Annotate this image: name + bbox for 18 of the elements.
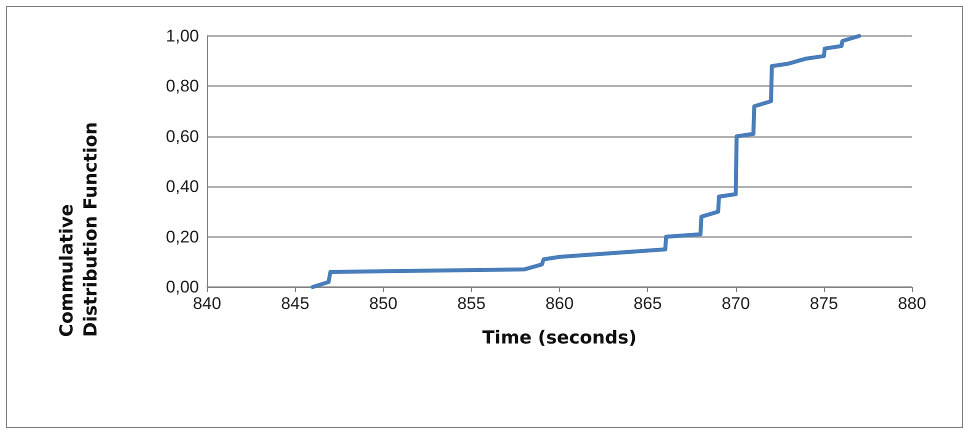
x-tick-label: 855	[457, 294, 486, 313]
y-tick-label: 1,00	[166, 26, 199, 46]
y-axis-title: Commulative Distribution Function	[56, 122, 102, 337]
y-tick-label: 0,80	[166, 76, 199, 96]
y-tick-label: 0,20	[166, 227, 199, 246]
y-tick-label: 0,00	[166, 278, 199, 296]
x-tick-label: 845	[280, 294, 310, 313]
x-tick-label: 865	[633, 294, 662, 313]
y-tick-label: 0,40	[166, 177, 199, 196]
x-tick-label: 875	[810, 294, 838, 313]
x-tick-label: 880	[898, 294, 926, 313]
x-tick-label: 840	[192, 294, 222, 313]
x-axis-title: Time (seconds)	[482, 328, 637, 348]
x-tick-label: 860	[545, 294, 574, 313]
x-tick-label: 870	[722, 294, 750, 313]
line-series	[310, 34, 862, 289]
y-tick-label: 0,60	[166, 126, 199, 146]
x-tick-label: 850	[369, 294, 398, 313]
